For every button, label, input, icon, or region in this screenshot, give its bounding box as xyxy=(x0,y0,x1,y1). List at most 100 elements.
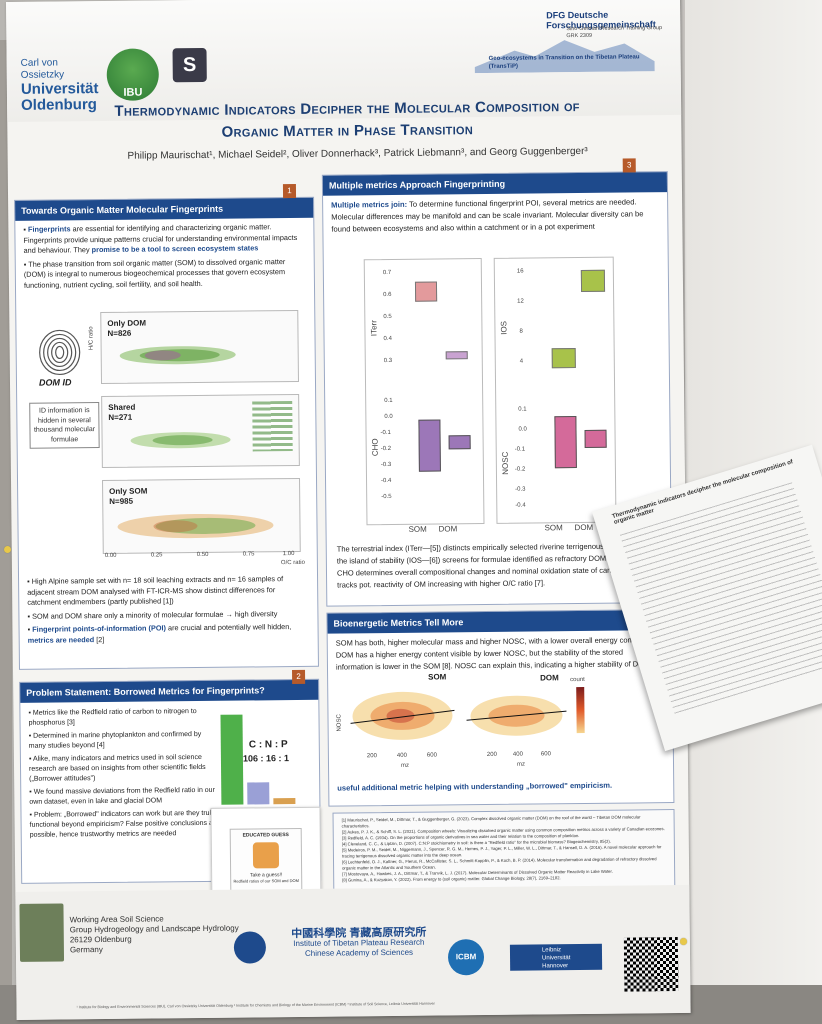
mz-tick-0: 200 xyxy=(366,753,377,760)
itp-2: Chinese Academy of Sciences xyxy=(304,947,414,958)
ibu-text: IBU xyxy=(123,86,143,99)
cho-som-box xyxy=(418,419,441,472)
poster-header: Carl von Ossietzky Universität Oldenburg… xyxy=(6,0,682,122)
nosc-ylabel: NOSC xyxy=(336,714,343,732)
intro-bold: Multiple metrics join: xyxy=(331,199,408,210)
plot-bot-label: Only SOM xyxy=(109,486,148,496)
xtick-4: 1.00 xyxy=(282,551,295,558)
id-info-note: ID information is hidden in several thou… xyxy=(29,402,100,449)
plot-mid-label: Shared xyxy=(108,402,136,412)
x-ticks: 0.00 0.25 0.50 0.75 1.00 xyxy=(103,551,299,563)
xtick-2: 0.50 xyxy=(196,551,209,559)
panel-2-bullets: ▪ Metrics like the Redfield ratio of car… xyxy=(28,708,220,839)
ios-som-box xyxy=(551,348,576,369)
dom-density xyxy=(466,695,567,736)
panel-1-intro: ▪ Fingerprints are essential for identif… xyxy=(23,222,298,290)
xtick-3: 0.75 xyxy=(242,551,255,558)
l-tick-1: 0.6 xyxy=(383,291,392,299)
handout-lines xyxy=(619,482,822,717)
dom-id-label: DOM ID xyxy=(38,377,72,388)
l-btick-0: 0.1 xyxy=(384,397,393,405)
iterr-label: ITerr xyxy=(369,320,379,337)
phosphorus-bar xyxy=(273,798,296,805)
pin-2 xyxy=(680,938,687,945)
plot-mid-n: N=271 xyxy=(108,412,133,422)
l-tick-3: 0.4 xyxy=(383,335,392,343)
panel-fingerprints: Towards Organic Matter Molecular Fingerp… xyxy=(14,183,319,670)
uni-line-1: Carl von Ossietzky xyxy=(20,57,65,81)
pin-3 xyxy=(4,546,11,553)
l-btick-2: -0.1 xyxy=(380,429,391,437)
poster: Carl von Ossietzky Universität Oldenburg… xyxy=(6,0,691,1020)
mz-tick-4: 400 xyxy=(512,751,523,758)
work-4: Germany xyxy=(69,945,103,955)
p2-b5: Problem: „Borrowed" indicators can work … xyxy=(29,809,220,839)
fingerprint-icon xyxy=(39,329,81,376)
nosc-dom-box xyxy=(584,429,607,448)
panel-2-heading: Problem Statement: Borrowed Metrics for … xyxy=(20,679,319,703)
nosc-mz-plots: SOM DOM NOSC count 200 400 600 200 400 6… xyxy=(336,668,600,776)
l-btick-1: 0.0 xyxy=(384,413,393,421)
som-plot-label: SOM xyxy=(428,672,447,682)
ibu-logo: IBU xyxy=(106,48,160,101)
mz-label-dom: mz xyxy=(516,761,526,768)
work-address: Working Area Soil Science Group Hydrogeo… xyxy=(70,914,239,956)
ios-dom-box xyxy=(580,269,606,292)
cho-label: CHO xyxy=(370,438,380,457)
p2-b1: Metrics like the Redfield ratio of carbo… xyxy=(28,708,197,727)
p1-b3-bold2: metrics are needed xyxy=(27,634,95,645)
panel-1-heading: Towards Organic Matter Molecular Fingerp… xyxy=(15,197,314,221)
r-tick-3: 4 xyxy=(519,358,524,365)
work-2: Group Hydrogeology and Landscape Hydrolo… xyxy=(69,923,239,935)
cho-dom-box xyxy=(448,435,471,450)
mz-label-som: mz xyxy=(400,762,410,769)
l-tick-4: 0.3 xyxy=(383,357,393,365)
boxplot-iterr-cho: ITerr CHO 0.7 0.6 0.5 0.4 0.3 0.1 0.0 -0… xyxy=(363,258,485,526)
p1-b3-bold: Fingerprint points-of-information (POI) xyxy=(32,623,167,634)
l-btick-5: -0.4 xyxy=(381,477,392,485)
poster-footer: Working Area Soil Science Group Hydrogeo… xyxy=(15,884,691,1020)
plot-top-label: Only DOM xyxy=(107,318,147,328)
itp-text: 中國科學院 青藏高原研究所 Institute of Tibetan Plate… xyxy=(274,927,444,959)
cnp-label: C : N : P xyxy=(248,739,288,751)
p2-b3: Alike, many indicators and metrics used … xyxy=(28,753,206,783)
panel-1-bullets: ▪ High Alpine sample set with n= 18 soil… xyxy=(27,574,292,645)
r-btick-4: -0.3 xyxy=(515,486,526,493)
mountain-logo xyxy=(474,40,655,74)
poster-title: Thermodynamic Indicators Decipher the Mo… xyxy=(67,96,627,146)
reference-list: [1] Maurischat, P., Seidel, M., Dittmar,… xyxy=(342,814,667,883)
leibniz-3: Hannover xyxy=(542,963,569,970)
xtick-0: 0.00 xyxy=(104,552,117,559)
right-x-dom: DOM xyxy=(574,522,594,533)
l-btick-4: -0.3 xyxy=(380,461,392,469)
panel-3-heading: Multiple metrics Approach Fingerprinting xyxy=(322,172,668,196)
plot-only-dom: Only DOM N=826 xyxy=(100,309,299,385)
avatar xyxy=(252,842,280,869)
p1-b2: SOM and DOM share only a minority of mol… xyxy=(32,608,278,621)
s-logo: S xyxy=(172,47,207,83)
r-btick-2: -0.1 xyxy=(514,446,526,453)
r-btick-3: -0.2 xyxy=(514,466,526,473)
icbm-logo: ICBM xyxy=(447,939,485,976)
count-legend: count xyxy=(570,676,585,684)
card-footnote: Redfield ratios of our SOM and DOM xyxy=(233,877,299,884)
panel-3-intro: Multiple metrics join: To determine func… xyxy=(331,196,657,235)
panel-1-number: 1 xyxy=(282,183,297,199)
iterr-som-box xyxy=(414,281,438,302)
plot-only-som: Only SOM N=985 xyxy=(102,477,301,555)
itp-logo xyxy=(233,931,267,964)
panel-bioenergetic: Bioenergetic Metrics Tell More SOM has b… xyxy=(326,609,675,807)
legend-group xyxy=(252,401,293,452)
p2-b4: We found massive deviations from the Red… xyxy=(29,786,215,806)
mz-tick-5: 600 xyxy=(540,751,551,758)
p1-b1: High Alpine sample set with n= 18 soil l… xyxy=(27,574,284,607)
plot-shared: Shared N=271 xyxy=(101,393,300,469)
qr-code[interactable] xyxy=(623,937,679,992)
ios-label: IOS xyxy=(499,320,509,335)
mz-tick-3: 200 xyxy=(486,751,497,759)
nitrogen-bar xyxy=(247,782,270,805)
leibniz-logo: Leibniz Universität Hannover xyxy=(509,943,603,971)
nosc-som-box xyxy=(554,416,577,469)
p1-bold: Fingerprints xyxy=(27,224,71,234)
r-btick-1: 0.0 xyxy=(518,426,527,433)
